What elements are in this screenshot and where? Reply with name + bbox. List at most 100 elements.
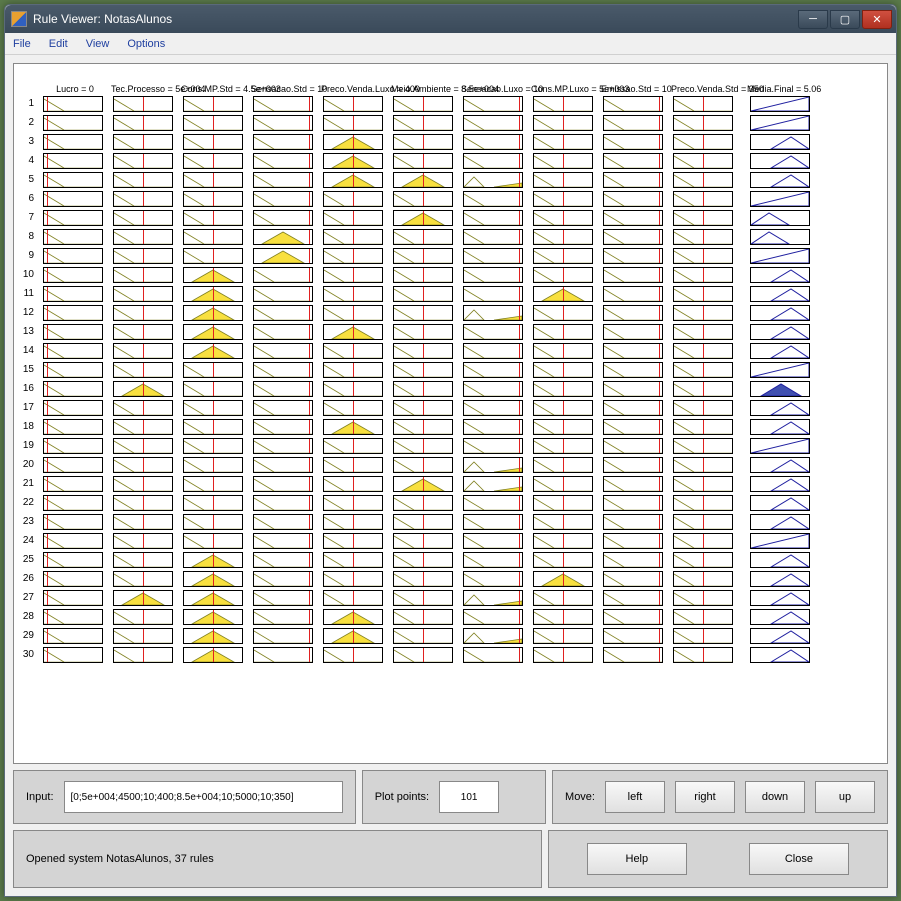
input-marker-line[interactable] [213, 173, 214, 187]
input-cell[interactable] [183, 514, 243, 530]
input-marker-line[interactable] [143, 477, 144, 491]
input-marker-line[interactable] [353, 344, 354, 358]
input-cell[interactable] [463, 267, 523, 283]
input-marker-line[interactable] [703, 477, 704, 491]
input-cell[interactable] [43, 96, 103, 112]
input-marker-line[interactable] [563, 230, 564, 244]
input-marker-line[interactable] [703, 325, 704, 339]
input-cell[interactable] [603, 419, 663, 435]
input-cell[interactable] [673, 514, 733, 530]
input-marker-line[interactable] [519, 477, 520, 491]
input-cell[interactable] [463, 172, 523, 188]
input-cell[interactable] [253, 153, 313, 169]
input-cell[interactable] [393, 438, 453, 454]
input-marker-line[interactable] [659, 420, 660, 434]
input-cell[interactable] [673, 229, 733, 245]
menu-view[interactable]: View [86, 38, 110, 50]
input-cell[interactable] [253, 590, 313, 606]
input-cell[interactable] [673, 533, 733, 549]
input-marker-line[interactable] [703, 211, 704, 225]
input-marker-line[interactable] [659, 230, 660, 244]
input-marker-line[interactable] [703, 249, 704, 263]
input-marker-line[interactable] [519, 534, 520, 548]
input-marker-line[interactable] [519, 553, 520, 567]
input-marker-line[interactable] [213, 97, 214, 111]
input-cell[interactable] [323, 457, 383, 473]
input-cell[interactable] [43, 286, 103, 302]
input-marker-line[interactable] [659, 401, 660, 415]
input-cell[interactable] [323, 343, 383, 359]
input-marker-line[interactable] [47, 458, 48, 472]
input-marker-line[interactable] [519, 287, 520, 301]
input-marker-line[interactable] [353, 363, 354, 377]
input-marker-line[interactable] [519, 648, 520, 662]
input-cell[interactable] [323, 381, 383, 397]
input-marker-line[interactable] [659, 287, 660, 301]
input-cell[interactable] [533, 134, 593, 150]
input-cell[interactable] [183, 552, 243, 568]
input-cell[interactable] [113, 647, 173, 663]
input-marker-line[interactable] [47, 344, 48, 358]
input-cell[interactable] [393, 229, 453, 245]
move-down-button[interactable]: down [745, 781, 805, 813]
input-cell[interactable] [533, 552, 593, 568]
input-marker-line[interactable] [143, 591, 144, 605]
input-cell[interactable] [43, 400, 103, 416]
input-marker-line[interactable] [659, 534, 660, 548]
output-cell[interactable] [750, 115, 810, 131]
input-marker-line[interactable] [143, 211, 144, 225]
input-cell[interactable] [533, 476, 593, 492]
input-cell[interactable] [603, 400, 663, 416]
input-cell[interactable] [323, 96, 383, 112]
input-cell[interactable] [253, 191, 313, 207]
input-cell[interactable] [463, 229, 523, 245]
input-marker-line[interactable] [423, 211, 424, 225]
input-cell[interactable] [253, 438, 313, 454]
input-cell[interactable] [113, 248, 173, 264]
input-cell[interactable] [43, 495, 103, 511]
input-marker-line[interactable] [563, 439, 564, 453]
input-marker-line[interactable] [353, 477, 354, 491]
input-cell[interactable] [113, 191, 173, 207]
input-cell[interactable] [603, 134, 663, 150]
input-marker-line[interactable] [353, 97, 354, 111]
input-marker-line[interactable] [703, 553, 704, 567]
input-cell[interactable] [603, 495, 663, 511]
input-marker-line[interactable] [47, 629, 48, 643]
output-cell[interactable] [750, 419, 810, 435]
input-marker-line[interactable] [213, 553, 214, 567]
input-marker-line[interactable] [519, 211, 520, 225]
input-cell[interactable] [43, 533, 103, 549]
input-marker-line[interactable] [423, 97, 424, 111]
input-marker-line[interactable] [703, 648, 704, 662]
input-field[interactable]: [0;5e+004;4500;10;400;8.5e+004;10;5000;1… [64, 781, 343, 813]
input-cell[interactable] [183, 305, 243, 321]
input-cell[interactable] [533, 324, 593, 340]
input-cell[interactable] [603, 153, 663, 169]
input-marker-line[interactable] [423, 268, 424, 282]
input-cell[interactable] [113, 362, 173, 378]
input-cell[interactable] [113, 628, 173, 644]
input-marker-line[interactable] [423, 496, 424, 510]
input-marker-line[interactable] [47, 439, 48, 453]
input-cell[interactable] [253, 115, 313, 131]
input-cell[interactable] [673, 457, 733, 473]
input-marker-line[interactable] [563, 477, 564, 491]
input-cell[interactable] [533, 400, 593, 416]
input-marker-line[interactable] [143, 173, 144, 187]
input-marker-line[interactable] [213, 458, 214, 472]
input-cell[interactable] [603, 438, 663, 454]
input-cell[interactable] [323, 267, 383, 283]
input-marker-line[interactable] [563, 154, 564, 168]
input-cell[interactable] [43, 343, 103, 359]
input-marker-line[interactable] [213, 629, 214, 643]
move-right-button[interactable]: right [675, 781, 735, 813]
input-cell[interactable] [113, 571, 173, 587]
input-cell[interactable] [323, 210, 383, 226]
input-cell[interactable] [673, 267, 733, 283]
close-window-button[interactable]: ✕ [862, 10, 892, 29]
input-marker-line[interactable] [213, 211, 214, 225]
input-cell[interactable] [393, 191, 453, 207]
input-marker-line[interactable] [47, 363, 48, 377]
input-marker-line[interactable] [659, 173, 660, 187]
